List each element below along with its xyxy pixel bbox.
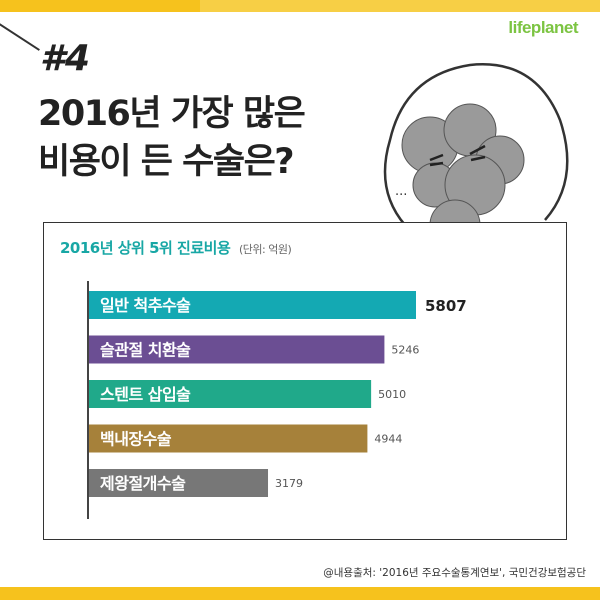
chart-title: 2016년 상위 5위 진료비용 (단위: 억원) xyxy=(60,237,292,258)
brand-logo: lifeplanet xyxy=(508,18,578,37)
bar xyxy=(89,424,368,453)
headline-line-2: 비용이 든 수술은? xyxy=(38,142,295,182)
chart-unit: (단위: 억원) xyxy=(239,243,292,256)
bar-value-label: 4944 xyxy=(374,433,402,446)
bar xyxy=(89,335,385,364)
bar xyxy=(89,469,269,497)
bar xyxy=(89,291,416,319)
bar-category-label: 스텐트 삽입술 xyxy=(100,385,191,404)
top-accent-bar-light xyxy=(200,0,600,12)
headline: 2016년 가장 많은 비용이 든 수술은? xyxy=(38,90,306,186)
character-illustration: ... xyxy=(383,63,569,240)
headline-number: #4 xyxy=(40,38,91,79)
chart-panel: 2016년 상위 5위 진료비용 (단위: 억원) 일반 척추수술 5807 슬관절… xyxy=(43,222,567,540)
bar-value-label: 5010 xyxy=(378,388,406,401)
headline-line-1: 2016년 가장 많은 xyxy=(38,94,306,134)
bar-category-label: 슬관절 치환술 xyxy=(100,341,191,360)
bar-value-label: 5246 xyxy=(391,344,419,357)
bar xyxy=(89,380,372,408)
bar-category-label: 백내장수술 xyxy=(100,430,172,449)
chart-title-text: 2016년 상위 5위 진료비용 xyxy=(60,239,231,257)
bar-chart: 일반 척추수술 5807 슬관절 치환술 5246 스텐트 삽입술 5010 백내장수술 49… xyxy=(87,281,467,519)
bar-value-label: 5807 xyxy=(425,297,467,315)
bottom-accent-bar xyxy=(0,587,600,600)
character-dots: ... xyxy=(395,184,407,199)
bar-category-label: 제왕절개수술 xyxy=(100,474,186,493)
bar-category-label: 일반 척추수술 xyxy=(100,296,191,315)
corner-decoration-line xyxy=(0,22,40,51)
source-citation: @내용출처: '2016년 주요수술통계연보', 국민건강보험공단 xyxy=(323,567,586,579)
bar-value-label: 3179 xyxy=(275,477,303,490)
